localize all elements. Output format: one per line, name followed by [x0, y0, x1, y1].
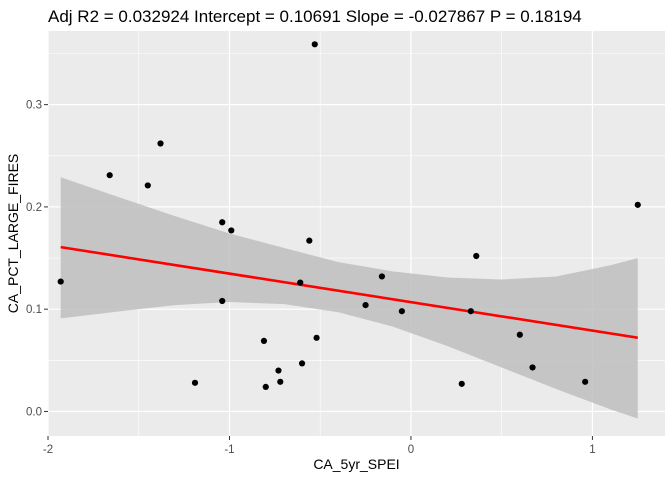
data-point — [57, 278, 64, 285]
data-point — [306, 237, 313, 244]
y-tick-label: 0.1 — [26, 304, 42, 316]
data-point — [313, 334, 320, 341]
x-tick-label: -2 — [43, 444, 53, 456]
data-point — [228, 227, 235, 234]
data-point — [219, 297, 226, 305]
data-point — [467, 308, 474, 315]
y-tick-label: 0.2 — [26, 202, 42, 214]
x-axis-ticks: -2 -1 0 1 — [43, 436, 596, 456]
data-point — [473, 252, 480, 260]
data-point — [516, 331, 523, 338]
confidence-band-layer — [60, 177, 638, 419]
confidence-band — [60, 177, 638, 419]
fit-line-layer — [60, 245, 638, 340]
chart-title: Adj R2 = 0.032924 Intercept = 0.10691 Sl… — [48, 7, 582, 26]
data-point — [378, 273, 386, 280]
data-point — [634, 201, 641, 208]
x-tick-label: -1 — [224, 444, 234, 456]
data-point — [529, 364, 536, 371]
data-point — [260, 337, 268, 344]
data-point — [106, 172, 113, 179]
y-tick-label: 0.0 — [26, 406, 42, 418]
data-point — [144, 182, 151, 189]
data-point — [157, 140, 164, 147]
x-tick-label: 0 — [408, 444, 414, 456]
y-tick-label: 0.3 — [26, 100, 42, 112]
y-axis-ticks: 0.0 0.1 0.2 0.3 — [26, 100, 48, 418]
data-points — [57, 41, 641, 391]
data-point — [362, 301, 369, 309]
data-point — [582, 378, 589, 385]
data-point — [277, 378, 284, 385]
data-point — [262, 383, 269, 391]
data-point — [458, 380, 465, 387]
data-point — [298, 360, 306, 367]
regression-line — [60, 245, 638, 340]
data-point — [398, 308, 405, 315]
data-point — [311, 41, 318, 48]
y-axis-title: CA_PCT_LARGE_FIRES — [5, 154, 21, 314]
data-point — [219, 219, 226, 226]
x-axis-title: CA_5yr_SPEI — [313, 456, 399, 472]
data-point — [191, 379, 199, 386]
x-tick-label: 1 — [589, 444, 595, 456]
data-point — [275, 367, 282, 374]
data-point — [297, 279, 304, 286]
